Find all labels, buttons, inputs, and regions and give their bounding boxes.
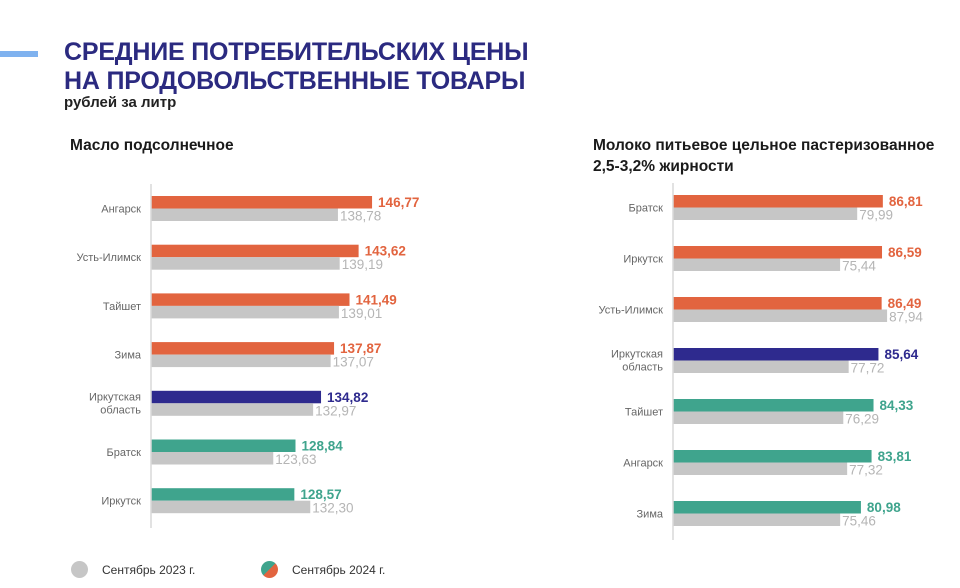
data-label-2023: 139,19 — [342, 257, 383, 272]
chart-title-sunflower-oil: Масло подсолнечное — [70, 137, 234, 154]
bar-2024 — [673, 399, 874, 412]
bar-2024 — [151, 293, 350, 306]
category-label: область — [622, 362, 663, 374]
bar-2023 — [151, 354, 331, 368]
category-label: Иркутская — [89, 391, 141, 403]
category-label: Усть-Илимск — [76, 252, 141, 264]
data-label-2024: 128,84 — [301, 439, 343, 454]
bar-2024 — [151, 390, 322, 404]
legend-label-2024: Сентябрь 2024 г. — [292, 562, 386, 577]
category-label: Иркутск — [623, 254, 663, 266]
data-label-2024: 137,87 — [340, 341, 381, 356]
bar-2023 — [673, 258, 841, 271]
chart-title-milk: Молоко питьевое цельное пастеризованное … — [593, 135, 934, 177]
category-label: Братск — [107, 447, 142, 459]
data-label-2023: 75,46 — [842, 514, 876, 529]
bar-2024 — [673, 501, 861, 514]
bar-2024 — [151, 439, 296, 452]
category-label: Ангарск — [623, 458, 663, 470]
page-subtitle: рублей за литр — [64, 94, 177, 111]
chart-title-milk-line-1: Молоко питьевое цельное пастеризованное — [593, 137, 935, 154]
legend-label-2023: Сентябрь 2023 г. — [102, 562, 196, 577]
data-label-2024: 85,64 — [884, 347, 918, 362]
category-label: Братск — [629, 203, 664, 215]
bar-2024 — [673, 450, 872, 463]
data-label-2024: 84,33 — [880, 398, 914, 413]
legend-dot-gray-icon — [71, 561, 88, 578]
data-label-2023: 75,44 — [842, 259, 876, 274]
bar-2023 — [151, 305, 339, 319]
bar-2024 — [151, 244, 359, 258]
category-label: Усть-Илимск — [598, 305, 663, 317]
bar-2024 — [151, 342, 335, 355]
data-label-2023: 137,07 — [333, 355, 374, 370]
accent-stripe — [0, 51, 38, 57]
bar-2023 — [151, 208, 338, 221]
bar-2023 — [673, 411, 844, 424]
data-label-2024: 134,82 — [327, 390, 368, 405]
data-label-2023: 132,97 — [315, 403, 356, 418]
bar-2023 — [151, 403, 314, 416]
data-label-2023: 76,29 — [845, 412, 879, 427]
data-label-2023: 138,78 — [340, 209, 381, 224]
data-label-2023: 77,32 — [849, 463, 883, 478]
bar-2024 — [151, 196, 373, 209]
bar-2023 — [673, 462, 848, 475]
category-label: область — [100, 404, 141, 416]
bar-2023 — [151, 257, 340, 270]
data-label-2024: 128,57 — [300, 487, 341, 502]
bar-2024 — [673, 348, 879, 361]
data-label-2024: 86,59 — [888, 245, 922, 260]
data-label-2024: 80,98 — [867, 500, 901, 515]
page-title-line-1: СРЕДНИЕ ПОТРЕБИТЕЛЬСКИХ ЦЕНЫ — [64, 38, 529, 66]
category-label: Иркутск — [101, 496, 141, 508]
data-label-2024: 141,49 — [356, 292, 397, 307]
data-label-2023: 139,01 — [341, 306, 382, 321]
bar-2023 — [673, 207, 858, 220]
category-label: Ангарск — [101, 204, 141, 216]
bar-2023 — [673, 309, 888, 322]
data-label-2023: 87,94 — [889, 310, 923, 325]
bar-2023 — [151, 500, 311, 514]
category-label: Зима — [637, 509, 664, 521]
bar-2024 — [673, 195, 883, 208]
bar-2023 — [673, 360, 849, 373]
data-label-2024: 83,81 — [878, 449, 912, 464]
bar-2023 — [151, 452, 274, 465]
data-label-2023: 79,99 — [859, 208, 893, 223]
category-label: Зима — [115, 350, 142, 362]
data-label-2023: 77,72 — [851, 361, 885, 376]
bar-2023 — [673, 513, 841, 526]
bar-2024 — [673, 297, 882, 310]
category-label: Иркутская — [611, 349, 663, 361]
data-label-2023: 123,63 — [275, 452, 316, 467]
bar-2024 — [151, 488, 295, 501]
legend-dot-split-icon — [261, 561, 278, 578]
page-title-line-2: НА ПРОДОВОЛЬСТВЕННЫЕ ТОВАРЫ — [64, 67, 526, 95]
data-label-2024: 143,62 — [365, 244, 406, 259]
data-label-2023: 132,30 — [312, 501, 353, 516]
legend-item-2024: Сентябрь 2024 г. — [261, 561, 385, 578]
legend-item-2023: Сентябрь 2023 г. — [71, 561, 195, 578]
bar-2024 — [673, 246, 883, 259]
chart-title-milk-line-2: 2,5-3,2% жирности — [593, 158, 734, 175]
data-label-2024: 86,49 — [888, 296, 922, 311]
data-label-2024: 86,81 — [889, 194, 923, 209]
category-label: Тайшет — [103, 301, 141, 313]
category-label: Тайшет — [625, 407, 663, 419]
data-label-2024: 146,77 — [378, 195, 419, 210]
page-title: СРЕДНИЕ ПОТРЕБИТЕЛЬСКИХ ЦЕНЫ НА ПРОДОВОЛ… — [64, 38, 529, 96]
